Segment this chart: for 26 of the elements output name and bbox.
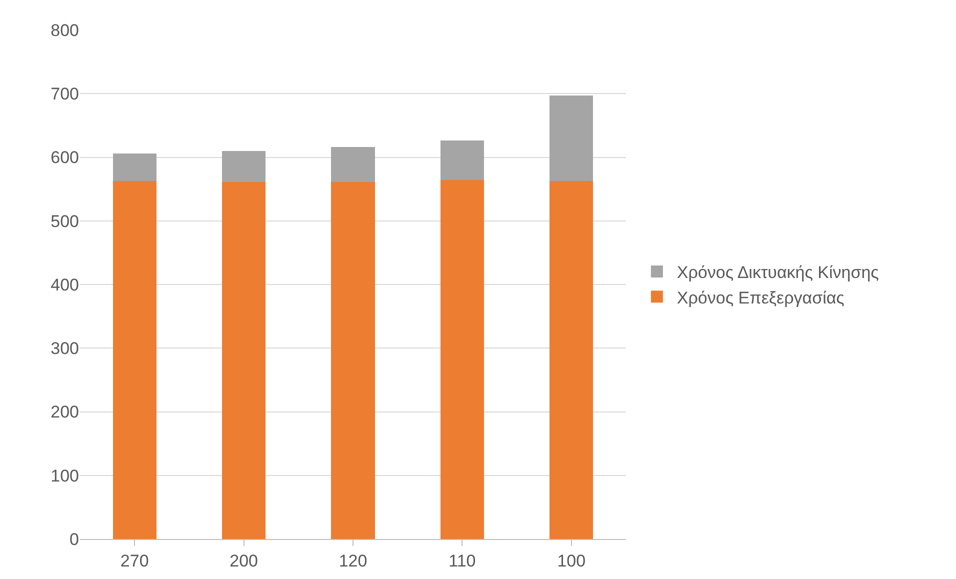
y-tick-label: 300 <box>50 339 79 358</box>
bar <box>112 180 156 539</box>
bar <box>112 153 156 181</box>
bar <box>550 96 594 181</box>
x-tick-label: 200 <box>230 551 258 570</box>
y-tick-label: 100 <box>50 466 79 486</box>
bar <box>222 182 266 539</box>
x-tick-label: 120 <box>338 551 368 570</box>
y-tick-label: 700 <box>50 84 79 104</box>
x-tick-label: 270 <box>120 551 149 570</box>
y-tick-label: 200 <box>50 402 79 422</box>
y-tick-label: 500 <box>50 212 79 231</box>
legend-label: Χρόνος Δικτυακής Κίνησης <box>676 263 879 282</box>
bar <box>222 150 266 182</box>
y-tick-label: 0 <box>70 530 79 549</box>
bar <box>550 180 594 539</box>
y-tick-label: 600 <box>50 148 79 168</box>
y-tick-label: 400 <box>50 275 79 294</box>
y-tick-label: 800 <box>50 20 79 40</box>
bar <box>440 180 484 539</box>
legend-label: Χρόνος Επεξεργασίας <box>676 288 844 308</box>
bar <box>331 182 375 539</box>
x-tick-label: 110 <box>448 551 476 570</box>
x-tick-label: 100 <box>557 551 586 570</box>
bar <box>440 140 484 180</box>
bar <box>331 147 375 182</box>
